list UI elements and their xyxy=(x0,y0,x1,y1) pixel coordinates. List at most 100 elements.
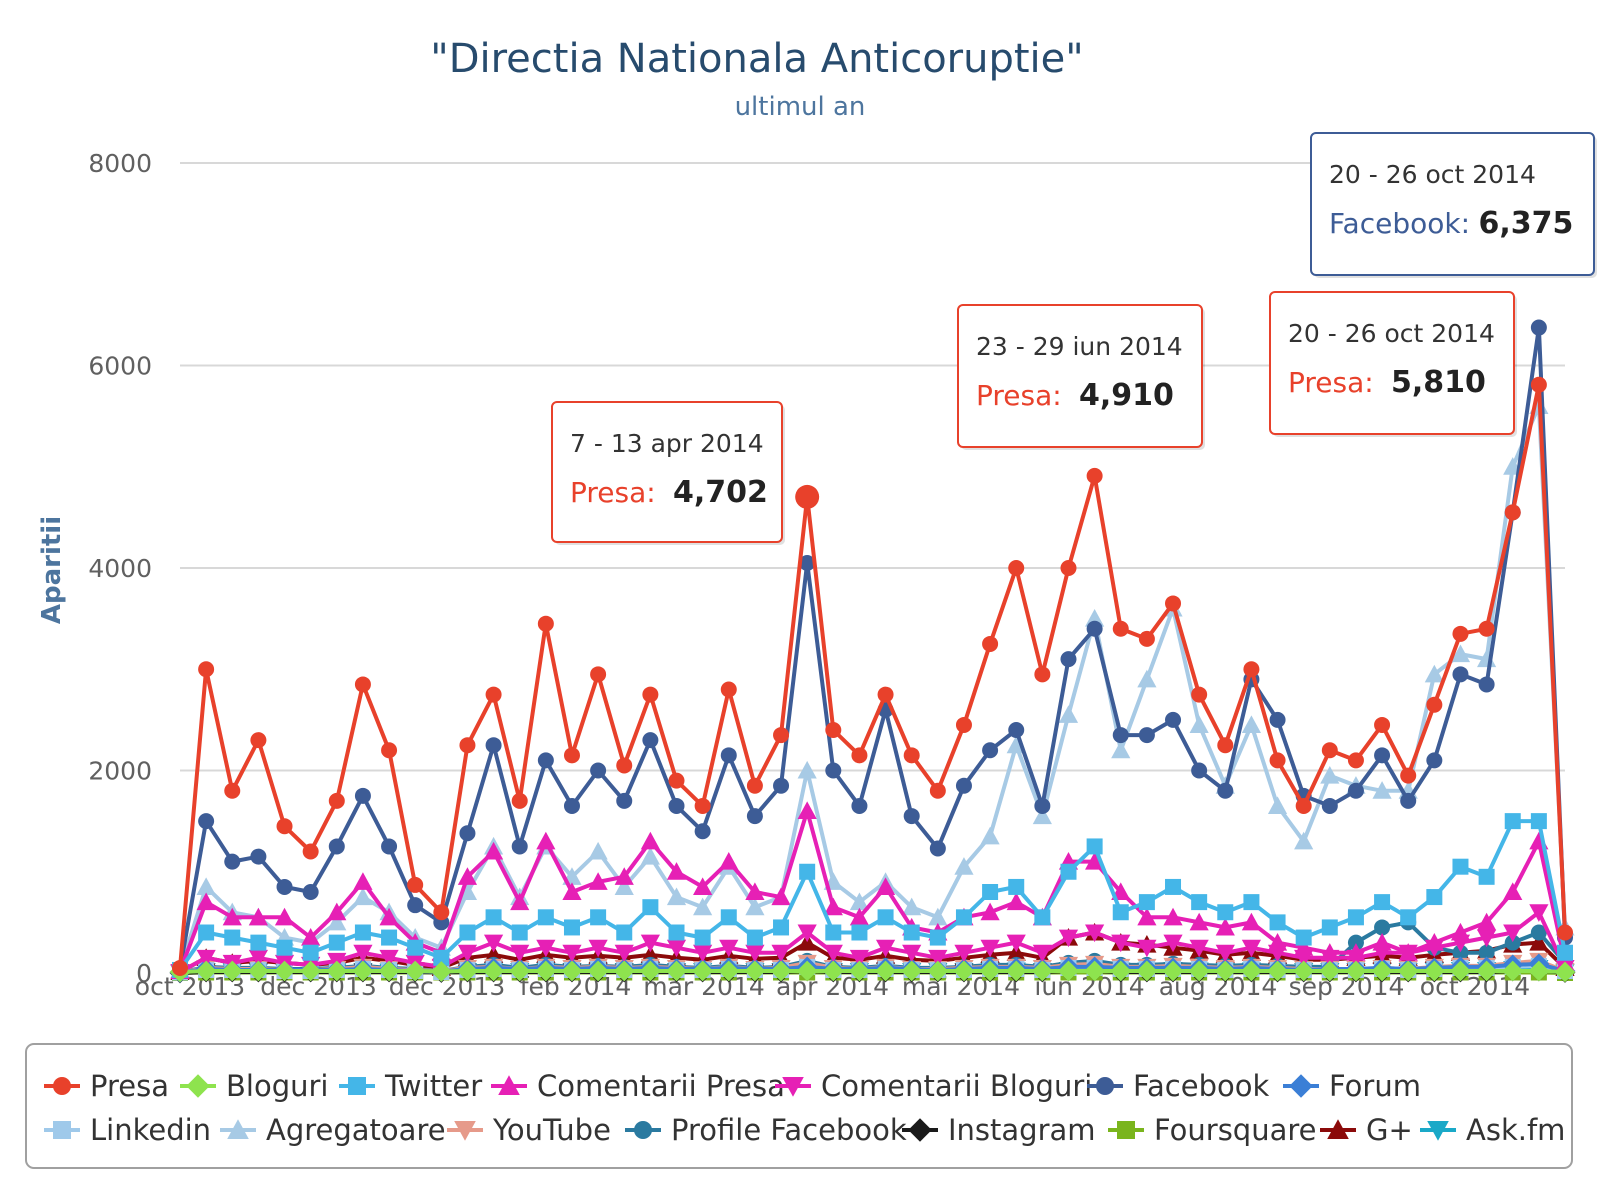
point-presa xyxy=(929,782,946,799)
point-bloguri xyxy=(1214,960,1236,982)
point-twitter xyxy=(720,909,737,926)
point-facebook xyxy=(851,797,868,814)
point-comentarii-presa xyxy=(510,892,530,911)
point-bloguri xyxy=(822,960,844,982)
point-twitter xyxy=(929,929,946,946)
legend-marker-bloguri xyxy=(186,1074,210,1098)
point-twitter xyxy=(1112,904,1129,921)
point-agregatoare xyxy=(745,897,765,916)
point-comentarii-presa xyxy=(1267,933,1288,951)
legend-item-profile-facebook[interactable]: Profile Facebook xyxy=(625,1113,907,1147)
legend-label: Linkedin xyxy=(90,1113,211,1147)
point-twitter xyxy=(1243,894,1260,911)
point-twitter xyxy=(563,919,580,936)
point-bloguri xyxy=(1058,960,1079,982)
legend-label: Twitter xyxy=(384,1069,482,1103)
point-bloguri xyxy=(404,960,426,982)
point-comentarii-presa xyxy=(693,877,713,895)
legend-marker-ask-fm xyxy=(1427,1121,1449,1141)
point-presa xyxy=(276,818,293,835)
point-comentarii-presa xyxy=(248,907,268,926)
point-twitter xyxy=(982,884,999,900)
legend-item-linkedin[interactable]: Linkedin xyxy=(44,1113,211,1147)
point-presa xyxy=(1217,737,1234,754)
point-facebook xyxy=(929,840,946,857)
point-bloguri xyxy=(1554,961,1576,983)
legend-item-instagram[interactable]: Instagram xyxy=(902,1113,1096,1147)
series-agregatoare xyxy=(170,396,1575,978)
point-agregatoare xyxy=(1294,831,1314,850)
point-facebook xyxy=(1269,711,1286,728)
point-presa xyxy=(1295,797,1312,814)
series-line-agregatoare xyxy=(178,404,1567,971)
point-comentarii-presa xyxy=(1189,912,1209,931)
point-bloguri xyxy=(1476,960,1498,982)
point-twitter xyxy=(773,919,790,936)
point-bloguri xyxy=(1188,960,1210,982)
point-facebook xyxy=(1478,676,1495,693)
point-twitter xyxy=(694,929,711,946)
point-agregatoare xyxy=(1267,796,1288,814)
point-presa xyxy=(511,792,528,809)
legend-item-agregatoare[interactable]: Agregatoare xyxy=(220,1113,446,1147)
legend-item-presa[interactable]: Presa xyxy=(44,1069,169,1103)
legend-item-g[interactable]: G+ xyxy=(1320,1113,1413,1147)
point-presa xyxy=(198,661,215,678)
point-comentarii-bloguri xyxy=(562,944,582,963)
point-bloguri xyxy=(430,961,452,982)
point-agregatoare xyxy=(1058,705,1079,723)
point-comentarii-presa xyxy=(1241,912,1262,931)
point-presa xyxy=(982,635,999,652)
legend-item-twitter[interactable]: Twitter xyxy=(339,1069,482,1103)
point-twitter xyxy=(381,929,398,946)
point-g xyxy=(640,945,660,963)
point-comentarii-presa xyxy=(457,867,478,885)
legend-item-foursquare[interactable]: Foursquare xyxy=(1108,1113,1317,1147)
legend-label: Facebook xyxy=(1133,1069,1269,1103)
y-tick-labels: 0 2000 4000 6000 8000 xyxy=(88,149,152,988)
legend-item-youtube[interactable]: YouTube xyxy=(447,1113,611,1147)
legend-marker-g xyxy=(1327,1119,1349,1139)
point-facebook xyxy=(903,808,920,825)
point-facebook xyxy=(746,808,763,825)
legend-marker-profile-facebook xyxy=(634,1121,652,1139)
point-bloguri xyxy=(1450,960,1471,982)
legend-label: Instagram xyxy=(948,1113,1096,1147)
legend-item-forum[interactable]: Forum xyxy=(1283,1069,1421,1103)
point-bloguri xyxy=(953,960,975,982)
point-facebook xyxy=(1400,792,1417,809)
point-facebook xyxy=(276,878,293,895)
point-comentarii-bloguri xyxy=(614,944,634,963)
point-twitter xyxy=(1034,909,1051,926)
point-presa xyxy=(746,777,763,794)
point-comentarii-bloguri xyxy=(1477,929,1497,948)
point-comentarii-presa xyxy=(771,887,791,906)
legend-item-facebook[interactable]: Facebook xyxy=(1087,1069,1269,1103)
point-comentarii-presa xyxy=(797,801,817,819)
point-presa xyxy=(563,747,580,764)
legend: Presa Bloguri Twitter Comentarii Presa Comen… xyxy=(25,1043,1573,1169)
point-facebook xyxy=(773,777,790,794)
point-twitter xyxy=(511,924,528,941)
point-twitter xyxy=(224,929,241,946)
point-twitter xyxy=(1426,889,1443,906)
point-comentarii-bloguri xyxy=(1058,929,1079,948)
point-comentarii-bloguri xyxy=(666,939,687,958)
legend-item-comentarii-bloguri[interactable]: Comentarii Bloguri xyxy=(775,1069,1092,1103)
legend-item-bloguri[interactable]: Bloguri xyxy=(180,1069,328,1103)
point-twitter xyxy=(1295,929,1312,946)
point-comentarii-bloguri xyxy=(248,949,268,968)
legend-item-comentarii-presa[interactable]: Comentarii Presa xyxy=(491,1069,785,1103)
point-facebook xyxy=(955,777,972,794)
legend-item-ask-fm[interactable]: Ask.fm xyxy=(1420,1113,1565,1147)
point-comentarii-presa xyxy=(327,902,347,921)
point-twitter xyxy=(1008,878,1025,895)
point-comentarii-presa xyxy=(719,852,739,870)
point-comentarii-presa xyxy=(980,902,1000,921)
point-twitter xyxy=(903,924,920,941)
point-comentarii-presa xyxy=(1163,907,1183,926)
point-twitter xyxy=(537,909,554,926)
y-tick-label: 8000 xyxy=(88,149,152,178)
point-comentarii-presa xyxy=(823,897,843,916)
point-facebook xyxy=(1112,727,1129,744)
